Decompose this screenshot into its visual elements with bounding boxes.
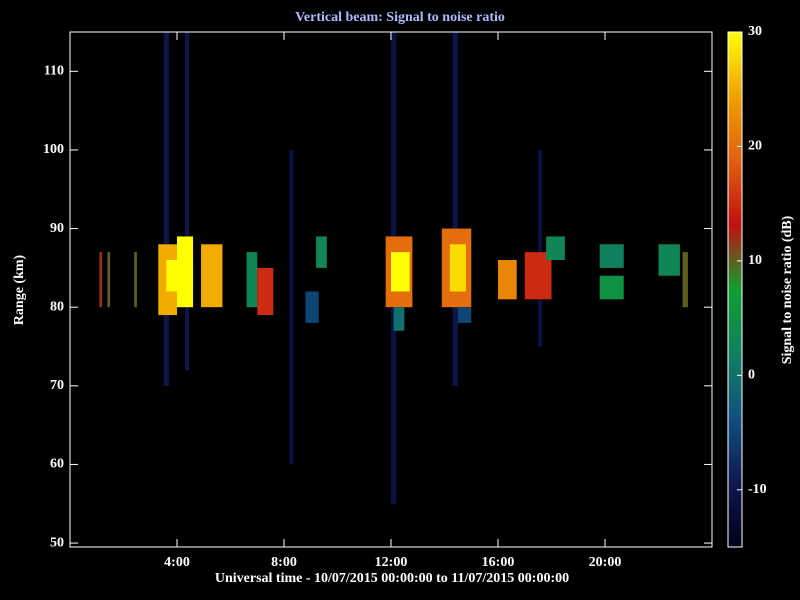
heatmap-cell (682, 252, 688, 308)
heatmap-cell (166, 260, 194, 292)
chart-title: Vertical beam: Signal to noise ratio (295, 10, 505, 25)
heatmap-cell (393, 307, 405, 331)
y-tick-label: 50 (50, 535, 64, 550)
colorbar-label: Signal to noise ratio (dB) (780, 215, 795, 364)
heatmap-cell (107, 252, 111, 308)
y-tick-label: 100 (43, 142, 64, 157)
colorbar-tick-label: 10 (748, 253, 762, 268)
x-tick-label: 16:00 (482, 555, 515, 570)
heatmap-cell (498, 260, 517, 300)
heatmap-cell (246, 252, 258, 308)
colorbar-tick-label: 20 (748, 139, 762, 154)
heatmap-cell (457, 307, 472, 323)
x-tick-label: 8:00 (271, 555, 297, 570)
y-tick-label: 90 (50, 221, 64, 236)
x-tick-label: 12:00 (375, 555, 408, 570)
heatmap-cell (99, 252, 103, 308)
heatmap-cell (201, 244, 223, 308)
colorbar-tick-label: -10 (748, 482, 767, 497)
heatmap-cell (599, 244, 624, 268)
y-tick-label: 110 (44, 64, 64, 79)
heatmap-cell (449, 244, 466, 292)
y-tick-label: 60 (50, 457, 64, 472)
y-axis-label: Range (km) (12, 254, 27, 325)
heatmap-cell (658, 244, 680, 276)
y-tick-label: 80 (50, 299, 64, 314)
colorbar-tick-label: 30 (748, 24, 762, 39)
heatmap-cell (185, 32, 190, 371)
heatmap-cell (391, 252, 410, 292)
x-axis-label: Universal time - 10/07/2015 00:00:00 to … (215, 571, 569, 586)
heatmap-cell (134, 252, 137, 308)
x-tick-label: 20:00 (589, 555, 622, 570)
x-tick-label: 4:00 (164, 555, 190, 570)
colorbar-tick-label: 0 (748, 368, 755, 383)
heatmap-cell (163, 32, 169, 386)
heatmap-cell (289, 149, 294, 465)
heatmap-cell (305, 291, 319, 323)
y-tick-label: 70 (50, 378, 64, 393)
heatmap-cell (316, 236, 327, 268)
heatmap-cell (538, 149, 543, 347)
heatmap-cell (546, 236, 565, 261)
heatmap-cell (452, 32, 458, 386)
heatmap-cell (257, 267, 274, 316)
colorbar (727, 31, 743, 548)
heatmap-cell (599, 275, 624, 300)
